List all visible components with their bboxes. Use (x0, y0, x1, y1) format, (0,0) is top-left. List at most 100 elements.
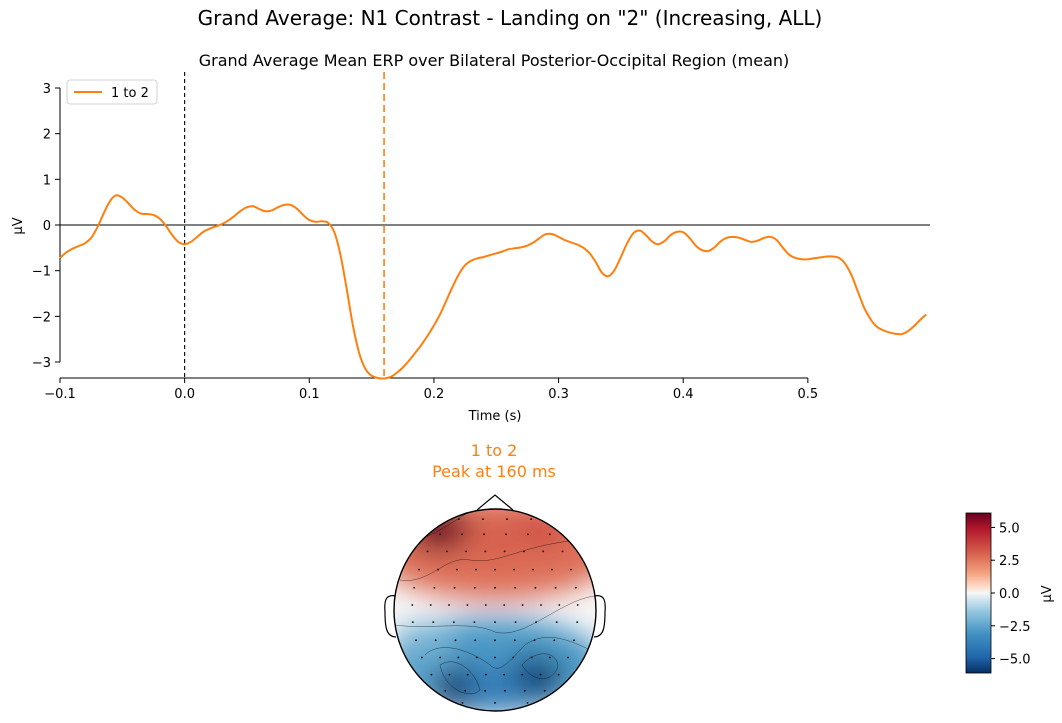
sensor-dot (484, 689, 486, 692)
sensor-dot (494, 656, 496, 659)
topomap-condition-title: 1 to 2 (471, 441, 518, 460)
sensor-dot (533, 639, 536, 642)
sensor-dot (521, 673, 524, 676)
sensor-dot (532, 568, 534, 571)
sensor-dot (461, 533, 463, 536)
topomap-panel: 1 to 2 Peak at 160 ms 5.0 2.5 0.0 −2.5 −5.0 (384, 441, 1055, 712)
erp-axes: −0.1 0.0 0.1 0.2 0.3 0.4 0.5 3 2 1 0 −1 −2 −3 (32, 82, 818, 402)
erp-series-group (59, 194, 927, 380)
y-tick-label: 1 (43, 173, 51, 188)
colorbar-tick-label: −5.0 (999, 653, 1031, 668)
sensor-dot (530, 518, 532, 520)
y-tick-label: −3 (32, 356, 51, 371)
sensor-dot (504, 689, 506, 692)
sensor-dot (555, 621, 558, 623)
sensor-dot (542, 550, 545, 553)
sensor-dot (494, 586, 496, 589)
topomap-region-mid-frontal-pos (465, 517, 525, 562)
sensor-dot (574, 586, 577, 589)
erp-plot-title: Grand Average Mean ERP over Bilateral Po… (199, 51, 790, 70)
sensor-dot (548, 533, 551, 536)
legend-label: 1 to 2 (111, 86, 149, 101)
topomap-field (394, 509, 596, 711)
sensor-dot (439, 656, 442, 659)
x-tick-label: 0.0 (174, 387, 195, 402)
sensor-dot (561, 550, 564, 553)
sensor-dot (539, 673, 542, 676)
series-line-1-to-2 (59, 194, 927, 380)
sensor-dot (567, 656, 569, 659)
head-nose (476, 494, 514, 511)
sensor-dot (570, 568, 572, 571)
erp-xlabel: Time (s) (468, 409, 522, 424)
sensor-dot (445, 550, 448, 553)
sensor-dot (474, 639, 477, 642)
x-tick-label: 0.2 (424, 387, 445, 402)
sensor-dot (527, 533, 529, 536)
sensor-dot (421, 656, 423, 659)
sensor-dot (505, 533, 507, 536)
sensor-dot (453, 586, 456, 589)
x-tick-label: 0.4 (673, 387, 694, 402)
sensor-dot (512, 656, 515, 659)
colorbar-tick-label: 5.0 (999, 521, 1020, 536)
figure-suptitle: Grand Average: N1 Contrast - Landing on … (198, 6, 823, 30)
sensor-dot (543, 689, 546, 692)
topomap-region-left-temporal-neg (394, 623, 455, 668)
legend-frame (66, 79, 158, 105)
sensor-dot (444, 689, 447, 692)
topomap-region-mid-occipital-neg (465, 668, 525, 711)
sensor-dot (521, 604, 524, 606)
sensor-dot (506, 518, 508, 520)
sensor-dot (429, 604, 432, 606)
sensor-dot (494, 568, 496, 571)
y-tick-label: −1 (32, 265, 51, 280)
sensor-dot (426, 550, 429, 553)
sensor-dot (475, 656, 478, 659)
sensor-dot (514, 621, 517, 623)
sensor-dot (432, 621, 435, 623)
sensor-dot (466, 673, 469, 676)
colorbar-tick-label: 2.5 (999, 554, 1020, 569)
x-tick-label: 0.5 (798, 387, 819, 402)
erp-plot: Grand Average Mean ERP over Bilateral Po… (11, 51, 930, 424)
sensor-dot (530, 656, 533, 659)
sensor-dot (513, 639, 516, 642)
colorbar-gradient (965, 512, 992, 674)
sensor-dot (514, 586, 517, 589)
erp-ylabel: µV (11, 217, 26, 234)
sensor-dot (526, 702, 529, 704)
y-tick-label: 3 (43, 82, 51, 97)
y-tick-label: 0 (43, 219, 51, 234)
sensor-dot (418, 568, 420, 571)
sensor-dot (430, 673, 433, 676)
sensor-dot (557, 673, 560, 676)
sensor-dot (494, 621, 496, 623)
y-tick-label: 2 (43, 128, 51, 143)
sensor-dot (554, 586, 557, 589)
sensor-dot (411, 604, 414, 606)
y-tick-label: −2 (32, 310, 51, 325)
x-tick-label: −0.1 (44, 387, 76, 402)
sensor-dot (540, 604, 542, 606)
colorbar-tick-label: 0.0 (999, 587, 1020, 602)
head-right-ear (593, 595, 606, 638)
colorbar-label: µV (1040, 585, 1055, 602)
sensor-dot (548, 656, 551, 659)
sensor-dot (413, 586, 416, 589)
sensor-dot (464, 689, 467, 692)
sensor-dot (448, 673, 451, 676)
sensor-dot (457, 656, 460, 659)
sensor-dot (484, 604, 487, 606)
sensor-dot (494, 702, 496, 704)
sensor-dot (454, 639, 457, 642)
sensor-dot (484, 550, 487, 553)
colorbar-tick-label: −2.5 (999, 620, 1031, 635)
sensor-dot (482, 518, 484, 520)
sensor-dot (473, 621, 476, 623)
sensor-dot (465, 550, 467, 553)
sensor-dot (523, 689, 526, 692)
erp-reference-lines (60, 72, 930, 378)
sensor-dot (523, 550, 525, 553)
